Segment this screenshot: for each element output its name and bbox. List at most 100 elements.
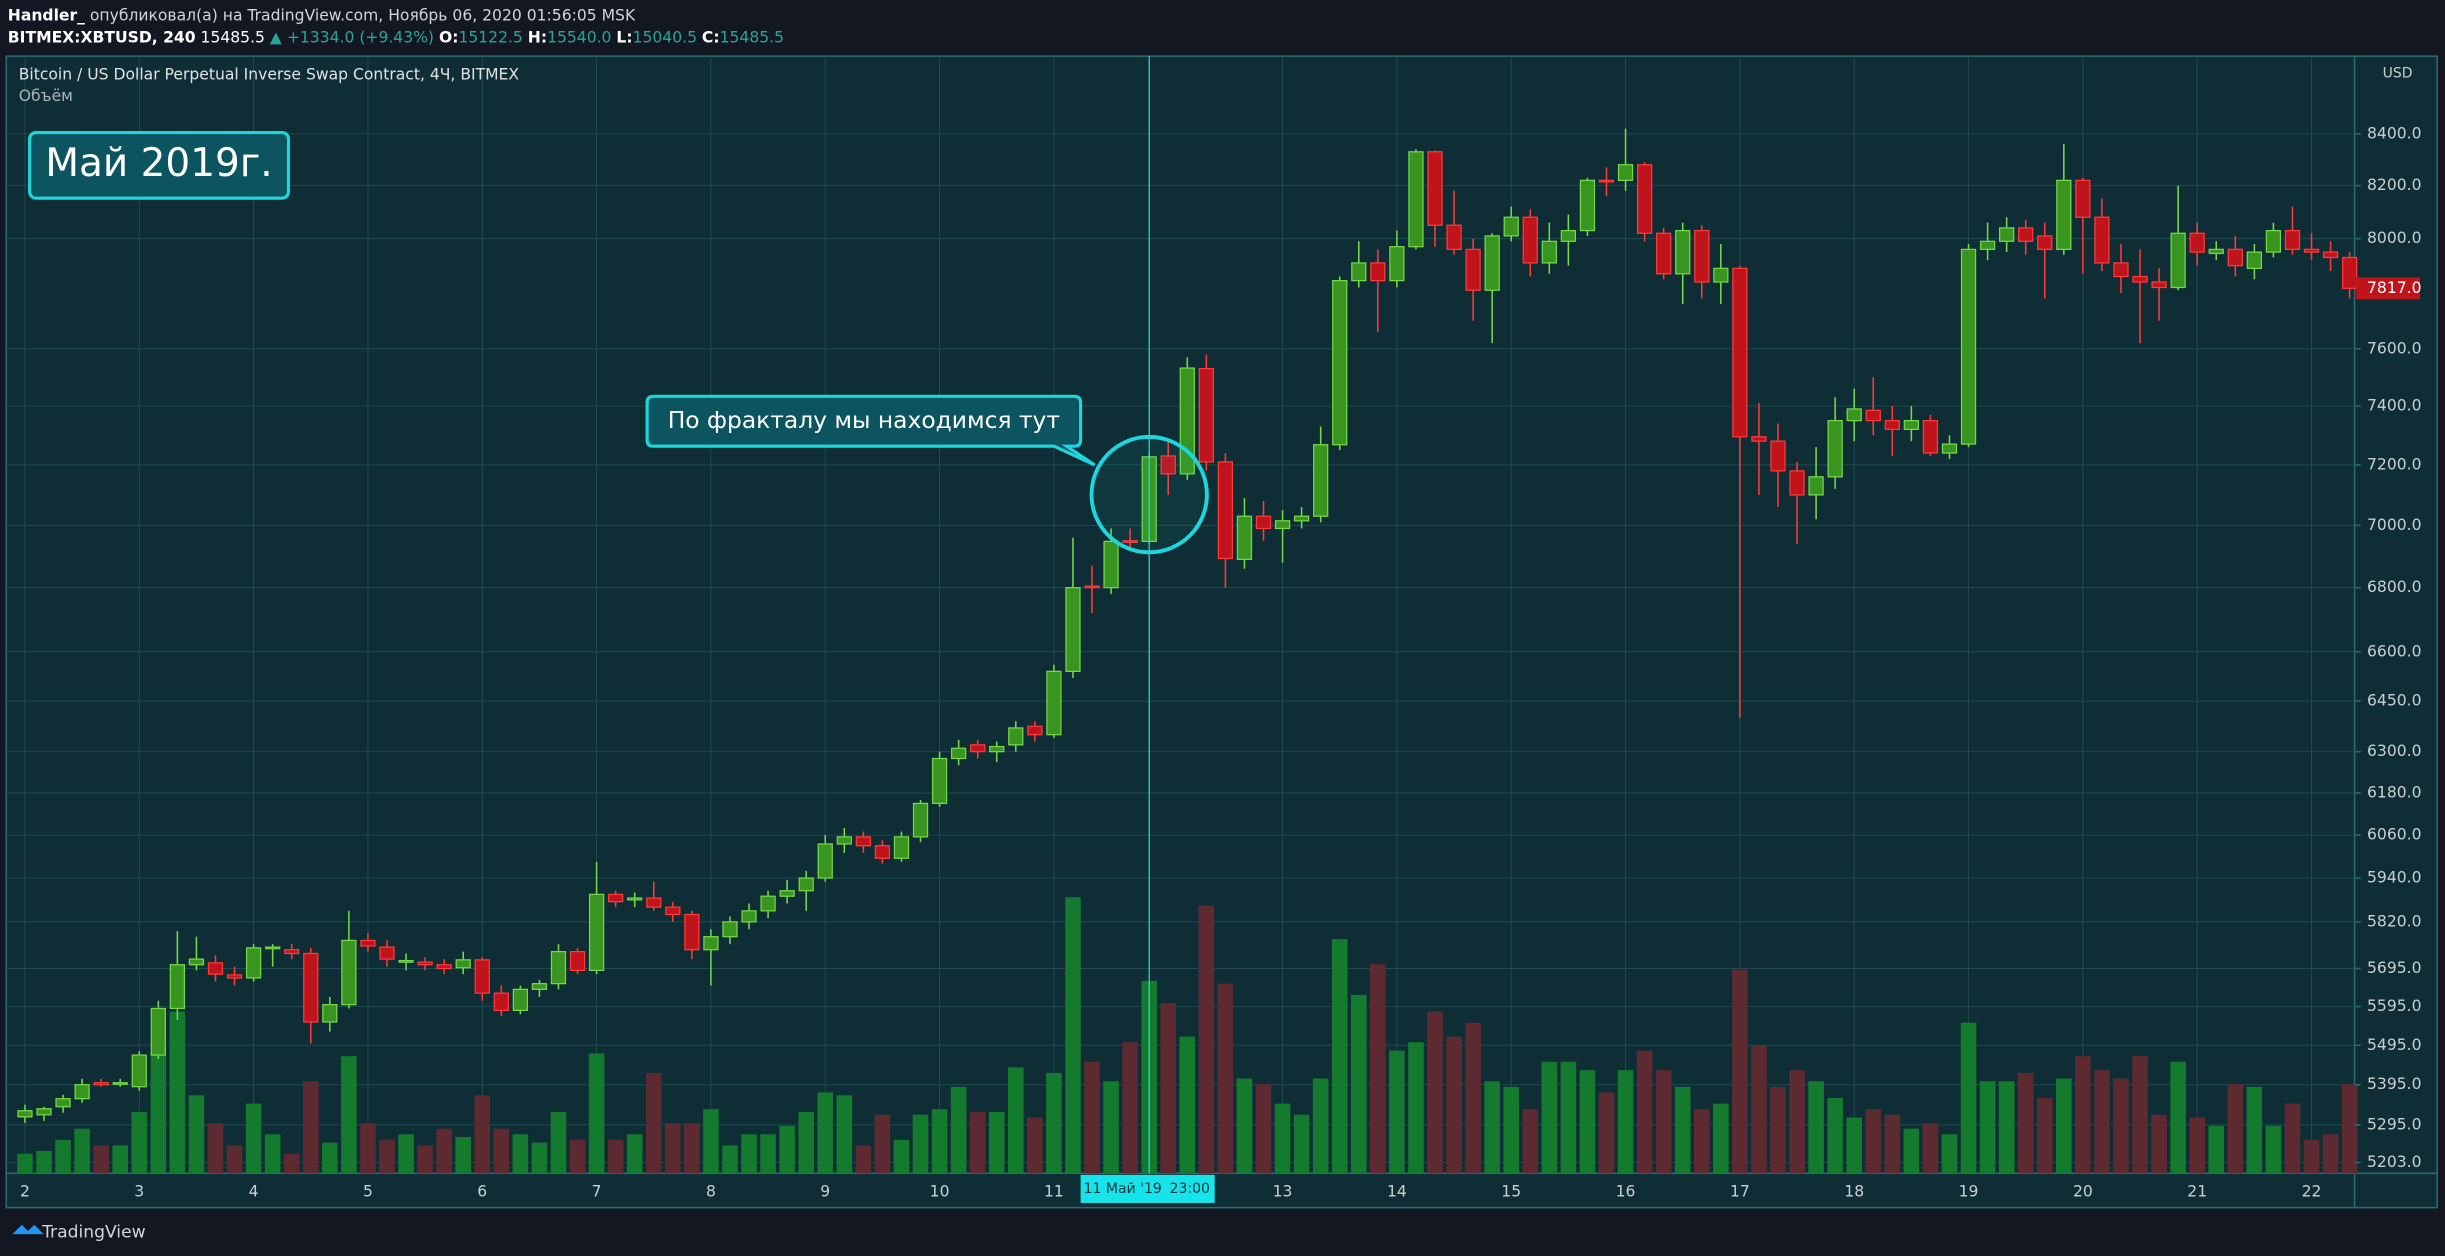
candle-body	[2151, 281, 2167, 289]
volume-bar	[531, 1142, 548, 1174]
x-tick-label: 2	[20, 1183, 30, 1201]
volume-bar	[1465, 1022, 1481, 1174]
candle-body	[303, 952, 319, 1023]
volume-label: Объём	[19, 87, 73, 105]
candle-body	[2094, 216, 2110, 264]
candle-body	[2341, 256, 2358, 289]
x-tick-label: 15	[1501, 1183, 1521, 1201]
candle-body	[512, 988, 529, 1012]
y-tick-label: 8400.0	[2367, 124, 2421, 142]
c: 15485.5	[720, 28, 784, 46]
volume-bar	[607, 1139, 624, 1174]
volume-bar	[1370, 964, 1386, 1174]
volume-bar	[512, 1134, 529, 1174]
month-note: Май 2019г.	[45, 141, 272, 186]
crosshair-date: 11 Май '19	[1084, 1181, 1162, 1197]
volume-bar	[1808, 1081, 1824, 1174]
candle-body	[2075, 179, 2091, 218]
volume-bar	[2056, 1078, 2072, 1174]
candle-body	[1560, 229, 1577, 242]
volume-bar	[455, 1137, 472, 1174]
y-tick-label: 5820.0	[2367, 912, 2421, 930]
volume-bar	[703, 1109, 719, 1174]
candle-body	[722, 921, 738, 938]
candle-body	[169, 964, 186, 1010]
volume-bar	[722, 1145, 738, 1174]
candle-body	[627, 897, 643, 901]
candle-body	[1465, 248, 1481, 291]
candle-body	[1446, 224, 1462, 251]
volume-bar	[1960, 1022, 1977, 1174]
volume-bar	[1903, 1128, 1920, 1174]
candle-body	[1656, 232, 1672, 275]
author: Handler_	[8, 6, 85, 24]
change: ▲ +1334.0 (+9.43%)	[270, 28, 434, 46]
x-tick-label: 3	[134, 1183, 144, 1201]
volume-bar	[2227, 1084, 2244, 1174]
c-label: C:	[702, 28, 720, 46]
candle-body	[1389, 246, 1405, 282]
candle-body	[646, 897, 662, 908]
volume-bar	[1293, 1114, 1310, 1174]
y-tick-label: 7400.0	[2367, 397, 2421, 415]
volume-bar	[1427, 1011, 1443, 1174]
volume-bar	[1789, 1070, 1805, 1174]
volume-bar	[1389, 1050, 1405, 1174]
candle-body	[1751, 436, 1767, 442]
volume-bar	[1770, 1086, 1786, 1174]
candle-body	[970, 744, 986, 753]
candle-layer	[17, 128, 2358, 1123]
candle-body	[1198, 368, 1214, 463]
volume-bar	[1027, 1117, 1043, 1174]
candle-body	[1541, 240, 1557, 264]
volume-bar	[1655, 1070, 1672, 1174]
volume-bar	[1732, 969, 1748, 1174]
axes: 5203.05295.05395.05495.05595.05695.05820…	[20, 124, 2422, 1200]
volume-bar	[836, 1095, 853, 1174]
candle-body	[2322, 251, 2339, 259]
volume-bar	[1255, 1084, 1272, 1174]
volume-bar	[436, 1128, 452, 1174]
candle-body	[188, 958, 205, 966]
candle-body	[74, 1084, 90, 1100]
y-tick-label: 5940.0	[2367, 869, 2421, 887]
volume-bar	[2341, 1084, 2358, 1174]
x-tick-label: 10	[930, 1183, 950, 1201]
volume-bar	[1617, 1070, 1634, 1174]
volume-bar	[2036, 1098, 2053, 1174]
candle-body	[131, 1054, 147, 1088]
l: 15040.5	[633, 28, 697, 46]
candle-body	[779, 890, 795, 897]
candle-body	[1999, 227, 2015, 242]
candle-body	[1408, 151, 1424, 248]
volume-bar	[74, 1128, 90, 1174]
volume-bar	[2322, 1134, 2339, 1174]
candle-body	[112, 1082, 128, 1085]
volume-bar	[150, 1050, 167, 1174]
volume-bar	[2189, 1117, 2205, 1174]
x-tick-label: 14	[1387, 1183, 1407, 1201]
candle-body	[1274, 520, 1291, 530]
o-label: O:	[439, 28, 458, 46]
candle-body	[455, 959, 471, 969]
candle-body	[379, 946, 395, 960]
volume-bar	[1503, 1086, 1520, 1174]
o: 15122.5	[458, 28, 522, 46]
candle-body	[1351, 262, 1367, 282]
footer: TradingView	[41, 1223, 146, 1243]
x-tick-label: 8	[706, 1183, 716, 1201]
volume-bar	[1312, 1078, 1329, 1174]
candle-body	[1713, 267, 1729, 283]
candle-body	[245, 947, 262, 979]
candle-body	[1770, 440, 1786, 472]
y-tick-label: 7000.0	[2367, 516, 2421, 534]
candle-body	[2246, 251, 2262, 269]
volume-bar	[207, 1123, 224, 1174]
volume-bar	[1713, 1103, 1729, 1174]
x-tick-label: 11	[1044, 1183, 1064, 1201]
x-tick-label: 20	[2073, 1183, 2093, 1201]
volume-bar	[2075, 1056, 2091, 1174]
candle-body	[1427, 151, 1443, 226]
volume-bar	[931, 1109, 948, 1174]
candle-body	[2189, 232, 2205, 253]
